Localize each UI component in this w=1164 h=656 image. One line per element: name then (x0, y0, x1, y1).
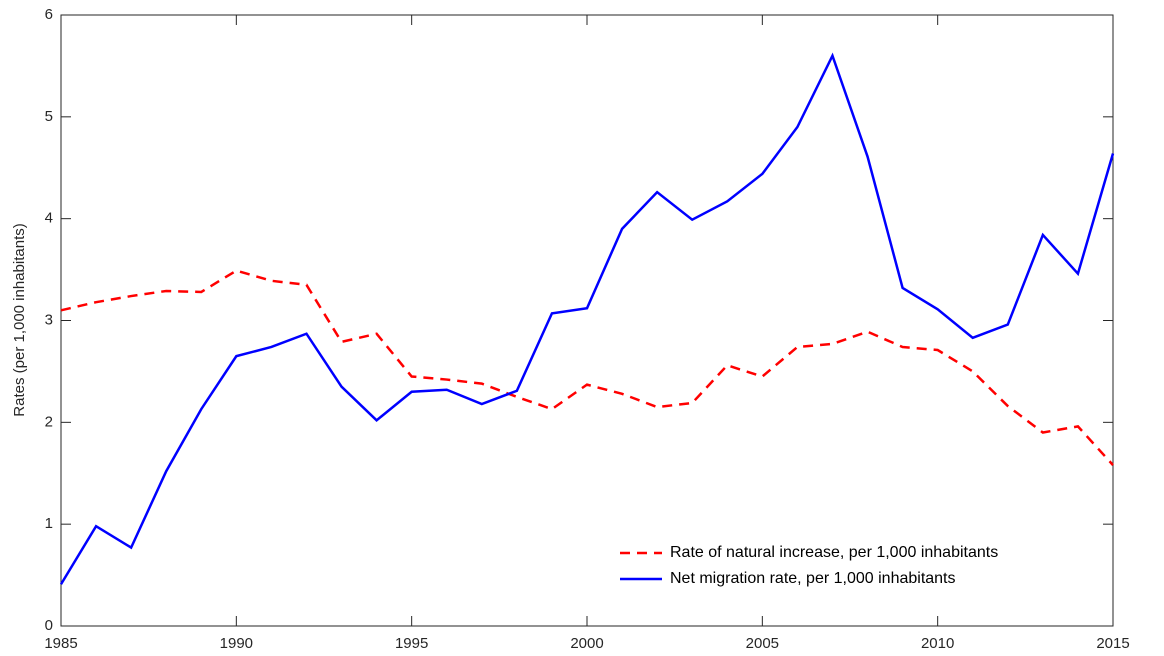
x-tick-label: 1990 (220, 635, 253, 652)
y-tick-label: 6 (45, 6, 53, 23)
y-axis-label: Rates (per 1,000 inhabitants) (11, 223, 28, 416)
x-tick-label: 2010 (921, 635, 954, 652)
y-tick-label: 1 (45, 515, 53, 532)
y-tick-label: 2 (45, 413, 53, 430)
x-tick-label: 2015 (1096, 635, 1129, 652)
y-tick-label: 5 (45, 108, 53, 125)
y-tick-label: 4 (45, 210, 53, 227)
x-tick-label: 1985 (44, 635, 77, 652)
plot-area (60, 14, 1114, 627)
data-line (60, 269, 1114, 466)
legend-label: Net migration rate, per 1,000 inhabitant… (670, 570, 956, 587)
x-tick-label: 1995 (395, 635, 428, 652)
legend-label: Rate of natural increase, per 1,000 inha… (670, 544, 998, 561)
data-line (59, 52, 1115, 585)
x-tick-label: 2005 (746, 635, 779, 652)
y-tick-label: 3 (45, 311, 53, 328)
y-tick-label: 0 (45, 617, 53, 634)
x-tick-label: 2000 (570, 635, 603, 652)
